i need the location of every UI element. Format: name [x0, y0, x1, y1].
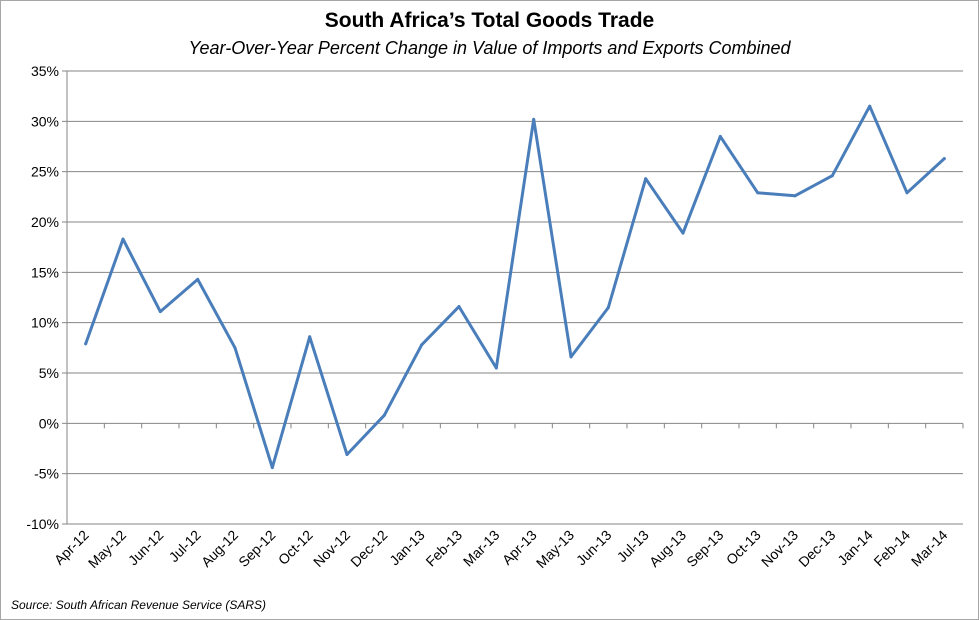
y-tick-label: 10%	[31, 315, 59, 331]
x-tick-label: Nov-13	[758, 527, 801, 570]
x-tick-label: May-12	[85, 527, 129, 571]
data-point	[681, 231, 685, 235]
data-point	[382, 413, 386, 417]
data-point	[606, 306, 610, 310]
y-tick-label: 35%	[31, 63, 59, 79]
data-point	[942, 157, 946, 161]
data-point	[345, 453, 349, 457]
data-point	[196, 277, 200, 281]
y-tick-label: 5%	[39, 365, 59, 381]
data-point	[233, 346, 237, 350]
x-tick-label: Dec-12	[347, 527, 390, 570]
x-tick-label: Aug-13	[646, 527, 689, 570]
x-tick-label: Aug-12	[198, 527, 241, 570]
data-point	[905, 191, 909, 195]
y-tick-label: 15%	[31, 264, 59, 280]
y-tick-label: 25%	[31, 164, 59, 180]
x-tick-label: May-13	[533, 527, 577, 571]
data-point	[830, 174, 834, 178]
x-tick-label: Feb-14	[870, 527, 913, 570]
series-line	[84, 104, 946, 470]
x-tick-label: Sep-12	[235, 527, 278, 570]
data-point	[868, 104, 872, 108]
source-note: Source: South African Revenue Service (S…	[11, 598, 267, 612]
x-tick-label: Nov-12	[310, 527, 353, 570]
data-point	[793, 194, 797, 198]
data-point	[158, 310, 162, 314]
y-tick-label: -10%	[26, 516, 59, 532]
data-point	[494, 366, 498, 370]
x-tick-label: Mar-13	[460, 527, 503, 570]
data-point	[718, 134, 722, 138]
x-tick-label: Jan-14	[834, 527, 876, 569]
y-tick-label: 0%	[39, 415, 59, 431]
data-point	[532, 117, 536, 121]
data-point	[457, 305, 461, 309]
y-tick-label: 20%	[31, 214, 59, 230]
x-tick-label: Feb-13	[422, 527, 465, 570]
chart-subtitle: Year-Over-Year Percent Change in Value o…	[188, 38, 791, 58]
x-tick-label: Sep-13	[683, 527, 726, 570]
data-point	[84, 342, 88, 346]
data-point	[569, 355, 573, 359]
data-point	[756, 191, 760, 195]
x-tick-label: Oct-12	[275, 527, 316, 568]
data-point	[308, 335, 312, 339]
x-tick-label: Mar-14	[908, 527, 951, 570]
x-tick-label: Jun-13	[573, 527, 615, 569]
y-tick-label: 30%	[31, 113, 59, 129]
y-tick-label: -5%	[34, 466, 59, 482]
x-tick-label: Jun-12	[125, 527, 167, 569]
x-tick-label: Jan-13	[386, 527, 428, 569]
data-point	[644, 177, 648, 181]
data-point	[420, 343, 424, 347]
x-tick-label: Dec-13	[795, 527, 838, 570]
data-point	[121, 237, 125, 241]
data-point	[270, 466, 274, 470]
x-tick-label: Oct-13	[723, 527, 764, 568]
chart-title: South Africa’s Total Goods Trade	[324, 9, 655, 32]
